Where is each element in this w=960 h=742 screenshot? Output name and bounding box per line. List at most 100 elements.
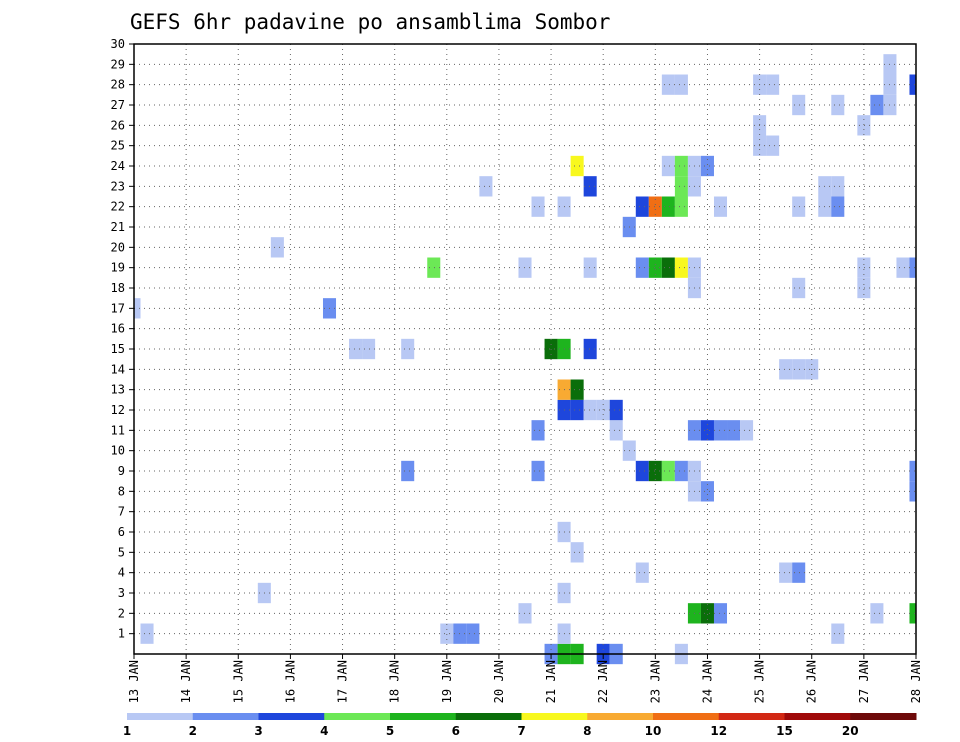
heatmap-cell (609, 399, 623, 421)
colorbar-swatch (587, 713, 654, 720)
y-tick-label: 11 (111, 423, 125, 437)
colorbar-label: 6 (452, 724, 460, 738)
colorbar-label: 1 (123, 724, 131, 738)
heatmap-cell (583, 176, 597, 197)
colorbar-swatch (784, 713, 851, 720)
y-tick-label: 26 (111, 118, 125, 132)
heatmap-cell (635, 562, 649, 583)
heatmap-cell (870, 603, 884, 624)
colorbar-label: 7 (517, 724, 525, 738)
x-tick-label: 21 JAN (544, 660, 558, 703)
y-axis-ticks: 1234567891011121314151617181920212223242… (111, 37, 134, 641)
colorbar-swatch (521, 713, 588, 720)
heatmap-cell (909, 481, 916, 502)
y-tick-label: 20 (111, 240, 125, 254)
y-tick-label: 3 (118, 586, 125, 600)
heatmap-cell (570, 399, 584, 421)
heatmap-cell (531, 460, 545, 482)
colorbar-swatch (653, 713, 720, 720)
colorbar-swatch (850, 713, 917, 720)
y-tick-label: 27 (111, 98, 125, 112)
colorbar-swatch (192, 713, 259, 720)
colorbar-swatch (127, 713, 194, 720)
y-tick-label: 21 (111, 220, 125, 234)
heatmap-cell (857, 115, 871, 136)
y-tick-label: 29 (111, 57, 125, 71)
heatmap-cell (531, 420, 545, 441)
y-tick-label: 28 (111, 78, 125, 92)
heatmap-cell (700, 420, 714, 441)
heatmap-cell (648, 257, 662, 278)
heatmap-cell (909, 603, 916, 624)
heatmap-cell (661, 257, 675, 278)
y-tick-label: 15 (111, 342, 125, 356)
heatmap-cell (427, 257, 441, 278)
heatmap-cell (570, 379, 584, 400)
heatmap-cell (661, 74, 675, 95)
heatmap-cell (792, 196, 806, 217)
heatmap-cell (779, 359, 793, 380)
colorbar-swatch (718, 713, 785, 720)
x-axis-ticks: 13 JAN 14 JAN 15 JAN 16 JAN 17 JAN 18 JAN 19 J… (127, 654, 923, 703)
x-tick-label: 20 JAN (492, 660, 506, 703)
colorbar-label: 8 (583, 724, 591, 738)
heatmap-cell (583, 257, 597, 278)
heatmap-cell (713, 196, 728, 217)
heatmap-cell (700, 155, 714, 177)
heatmap-cell (792, 562, 806, 583)
y-tick-label: 16 (111, 322, 125, 336)
y-tick-label: 1 (118, 627, 125, 641)
colorbar-legend: 1 2 3 4 5 6 7 8 10 12 15 20 (123, 713, 917, 738)
y-tick-label: 6 (118, 525, 125, 539)
heatmap-cell (583, 338, 597, 360)
heatmap-cell (909, 257, 916, 278)
colorbar-label: 10 (645, 724, 662, 738)
heatmap-cell (674, 257, 688, 278)
colorbar-label: 2 (189, 724, 197, 738)
colorbar-label: 20 (842, 724, 859, 738)
heatmap-cell (648, 196, 662, 217)
heatmap-cell (766, 135, 780, 156)
heatmap-cell (779, 562, 793, 583)
y-tick-label: 17 (111, 301, 125, 315)
x-tick-label: 26 JAN (805, 660, 819, 703)
x-tick-label: 22 JAN (596, 660, 610, 703)
heatmap-cell (635, 460, 649, 482)
heatmap-cell (713, 603, 728, 624)
heatmap-cell (661, 155, 675, 177)
x-tick-label: 24 JAN (700, 660, 714, 703)
heatmap-cell (727, 420, 741, 441)
y-tick-label: 12 (111, 403, 125, 417)
heatmap-cell (479, 176, 493, 197)
colorbar-swatch (258, 713, 325, 720)
heatmap-cell (700, 481, 714, 502)
x-tick-label: 23 JAN (648, 660, 662, 703)
heatmap-cell (661, 460, 675, 482)
grid-lines (134, 44, 916, 654)
heatmap-cell (674, 155, 688, 177)
x-tick-label: 16 JAN (283, 660, 297, 703)
heatmap-cell (635, 257, 649, 278)
x-tick-label: 15 JAN (231, 660, 245, 703)
y-tick-label: 22 (111, 200, 125, 214)
heatmap-cell (140, 623, 154, 644)
colorbar-label: 5 (386, 724, 394, 738)
heatmap-cell (134, 298, 141, 319)
colorbar-label: 4 (320, 724, 328, 738)
x-tick-label: 27 JAN (857, 660, 871, 703)
heatmap-cell (792, 277, 806, 299)
colorbar-swatch (324, 713, 391, 720)
chart-title: GEFS 6hr padavine po ansamblima Sombor (130, 10, 610, 34)
heatmap-cell (401, 338, 415, 360)
heatmap-cell (440, 623, 454, 644)
colorbar-label: 12 (710, 724, 727, 738)
y-tick-label: 24 (111, 159, 125, 173)
x-tick-label: 19 JAN (440, 660, 454, 703)
heatmap-cell (349, 338, 363, 360)
y-tick-label: 18 (111, 281, 125, 295)
y-tick-label: 13 (111, 383, 125, 397)
y-tick-label: 23 (111, 179, 125, 193)
heatmap-cell (831, 176, 845, 197)
colorbar-label: 15 (776, 724, 793, 738)
heatmap-cell (792, 359, 806, 380)
